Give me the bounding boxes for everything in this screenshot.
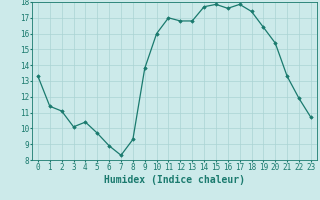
X-axis label: Humidex (Indice chaleur): Humidex (Indice chaleur): [104, 175, 245, 185]
